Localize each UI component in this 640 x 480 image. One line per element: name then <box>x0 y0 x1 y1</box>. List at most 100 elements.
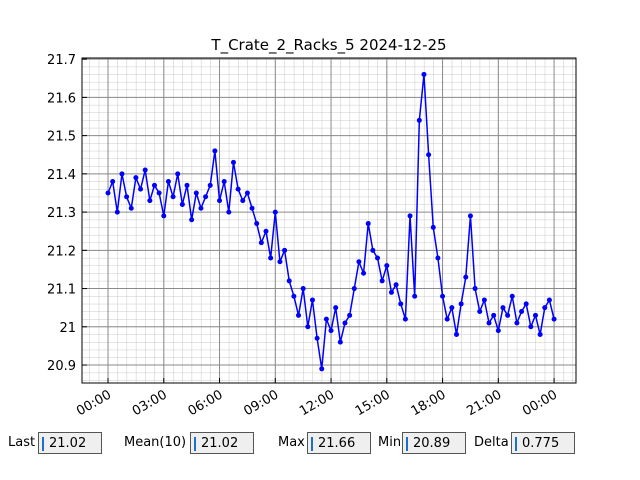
data-point <box>467 213 473 219</box>
data-point <box>147 198 153 204</box>
data-point <box>268 255 274 261</box>
data-point <box>193 190 199 196</box>
data-point <box>407 213 413 219</box>
data-point <box>509 293 515 299</box>
data-point <box>235 186 241 192</box>
x-tick-label: 09:00 <box>241 387 281 419</box>
data-point <box>277 259 283 265</box>
data-point <box>491 312 497 318</box>
data-point <box>393 282 399 288</box>
stat-label: Min <box>378 435 402 450</box>
data-point <box>453 331 459 337</box>
data-point <box>356 259 362 265</box>
data-point <box>119 171 125 177</box>
data-point <box>519 309 525 314</box>
x-tick-label: 03:00 <box>130 387 170 419</box>
data-point <box>440 293 446 299</box>
stat-value: 0.775 <box>511 432 575 454</box>
data-point <box>398 301 404 307</box>
data-point <box>333 305 339 311</box>
y-tick-label: 21.1 <box>47 283 76 298</box>
data-point <box>426 152 432 158</box>
data-point <box>514 320 520 326</box>
data-point <box>444 316 450 322</box>
data-point <box>458 301 464 307</box>
stat-label: Last <box>8 435 36 450</box>
y-tick-label: 21 <box>59 321 76 336</box>
data-point <box>481 297 487 303</box>
data-point <box>165 179 171 184</box>
data-point <box>337 339 343 345</box>
data-point <box>421 71 427 77</box>
data-point <box>351 286 357 292</box>
data-point <box>402 316 408 322</box>
data-point <box>217 198 223 204</box>
data-point <box>133 175 139 181</box>
data-point <box>537 331 543 337</box>
stat-label: Mean(10) <box>124 435 187 450</box>
data-point <box>435 255 441 261</box>
data-point <box>430 224 436 230</box>
data-point <box>249 205 255 211</box>
data-point <box>500 305 506 311</box>
data-point <box>291 293 297 299</box>
data-point <box>138 186 144 192</box>
data-point <box>370 247 376 253</box>
stat-label: Max <box>278 435 305 450</box>
data-point <box>365 221 371 227</box>
data-point <box>151 182 157 188</box>
data-point <box>528 324 534 330</box>
y-tick-label: 21.4 <box>47 168 76 183</box>
data-point <box>110 179 116 184</box>
y-tick-label: 20.9 <box>47 359 76 374</box>
stat-value: 21.66 <box>307 432 371 454</box>
data-point <box>361 270 367 276</box>
data-point <box>161 213 167 219</box>
x-tick-label: 00:00 <box>520 387 560 419</box>
data-point <box>300 286 306 292</box>
x-tick-label: 15:00 <box>353 387 393 419</box>
data-point <box>207 182 213 188</box>
data-point <box>203 194 209 200</box>
chart-title: T_Crate_2_Racks_5 2024-12-25 <box>210 36 446 55</box>
data-point <box>296 312 302 318</box>
data-point <box>328 328 334 334</box>
plot-frame <box>81 57 577 384</box>
data-point <box>282 247 288 253</box>
data-point <box>244 190 250 196</box>
data-point <box>342 320 348 326</box>
x-tick-label: 18:00 <box>409 387 449 419</box>
data-point <box>198 205 204 211</box>
x-tick-label: 00:00 <box>74 387 114 419</box>
data-point <box>258 240 264 246</box>
data-point <box>523 301 529 307</box>
data-point <box>230 159 236 165</box>
data-point <box>472 286 478 292</box>
data-point <box>263 228 269 234</box>
data-point <box>179 201 185 207</box>
data-point <box>170 194 176 200</box>
y-tick-label: 21.7 <box>47 53 76 68</box>
data-point <box>240 198 246 204</box>
data-point <box>449 305 455 311</box>
data-point <box>375 255 381 261</box>
data-point <box>226 209 232 215</box>
data-point <box>505 312 511 318</box>
data-point <box>189 217 195 223</box>
stat-value: 21.02 <box>38 432 102 454</box>
data-point <box>551 316 557 322</box>
data-point <box>272 209 278 215</box>
data-point <box>309 297 315 303</box>
y-tick-label: 21.5 <box>47 130 76 145</box>
data-point <box>114 209 120 215</box>
stat-value: 21.02 <box>190 432 254 454</box>
data-point <box>347 312 353 318</box>
data-point <box>128 205 134 211</box>
data-point <box>388 289 394 295</box>
data-point <box>495 328 501 334</box>
data-point <box>477 309 483 314</box>
data-point <box>184 182 190 188</box>
stat-label: Delta <box>474 435 509 450</box>
